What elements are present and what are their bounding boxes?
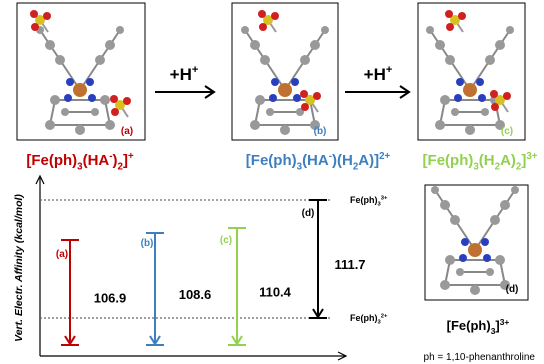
formula-part: 2+ [381, 313, 388, 319]
arrow-tag: (c) [220, 235, 232, 246]
formula-part: 2+ [379, 151, 390, 162]
arrow-value: 111.7 [334, 257, 365, 272]
panel-tag: (c) [501, 126, 513, 137]
formula-part: 3 [378, 202, 382, 208]
arrow-value: 110.4 [259, 285, 292, 300]
formula-part: [Fe(ph) [246, 152, 297, 169]
formula-part: [Fe(ph) [423, 152, 474, 169]
formula-part: + [192, 64, 198, 76]
axes [36, 176, 346, 360]
formula-part: + [128, 151, 134, 162]
arrow-tag: (b) [141, 238, 154, 249]
level-label: Fe(ph)33+ [350, 195, 388, 208]
formula-part: + [386, 64, 392, 76]
arrow-value: 106.9 [94, 291, 127, 306]
note: ph = 1,10-phenanthroline [424, 352, 536, 363]
formula-part: (HA [83, 152, 110, 169]
formula-part: [Fe(ph) [447, 318, 491, 333]
formula-part: )(H [332, 152, 353, 169]
formula-part: [Fe(ph) [26, 152, 77, 169]
arrow-tag: (a) [56, 249, 68, 260]
formula-part: +H [364, 65, 386, 84]
species-formula: [Fe(ph)3]3+ [447, 317, 510, 336]
panel-tag: (a) [121, 126, 133, 137]
formula-part: A) [500, 152, 516, 169]
formula-part: 3+ [500, 317, 510, 327]
panel-box [232, 3, 338, 140]
y-axis-label: Vert. Electr. Affinity (kcal/mol) [13, 194, 25, 342]
panel-tag: (b) [314, 126, 327, 137]
species-formula: [Fe(ph)3(HA-)2]+ [26, 151, 134, 173]
formula-part: (H [479, 152, 495, 169]
formula-part: A)] [358, 152, 379, 169]
panel-box [418, 3, 525, 140]
species-formula: [Fe(ph)3(HA-)(H2A)]2+ [246, 151, 391, 173]
level-label: Fe(ph)32+ [350, 313, 388, 326]
formula-part: Fe(ph) [350, 195, 378, 205]
arrow-value: 108.6 [179, 287, 212, 302]
formula-part: +H [170, 65, 192, 84]
arrow-tag: (d) [302, 208, 315, 219]
panel-box [425, 185, 528, 300]
panel-tag: (d) [506, 284, 519, 295]
species-formula: [Fe(ph)3(H2A)2]3+ [423, 151, 538, 173]
figure: Vert. Electr. Affinity (kcal/mol) ph = 1… [0, 0, 544, 364]
formula-part: 3 [378, 320, 382, 326]
formula-part: 3+ [526, 151, 537, 162]
formula-part: (HA [302, 152, 329, 169]
formula-part: Fe(ph) [350, 313, 378, 323]
step-label: +H+ [170, 64, 199, 84]
formula-part: 3+ [381, 195, 388, 201]
step-label: +H+ [364, 64, 393, 84]
